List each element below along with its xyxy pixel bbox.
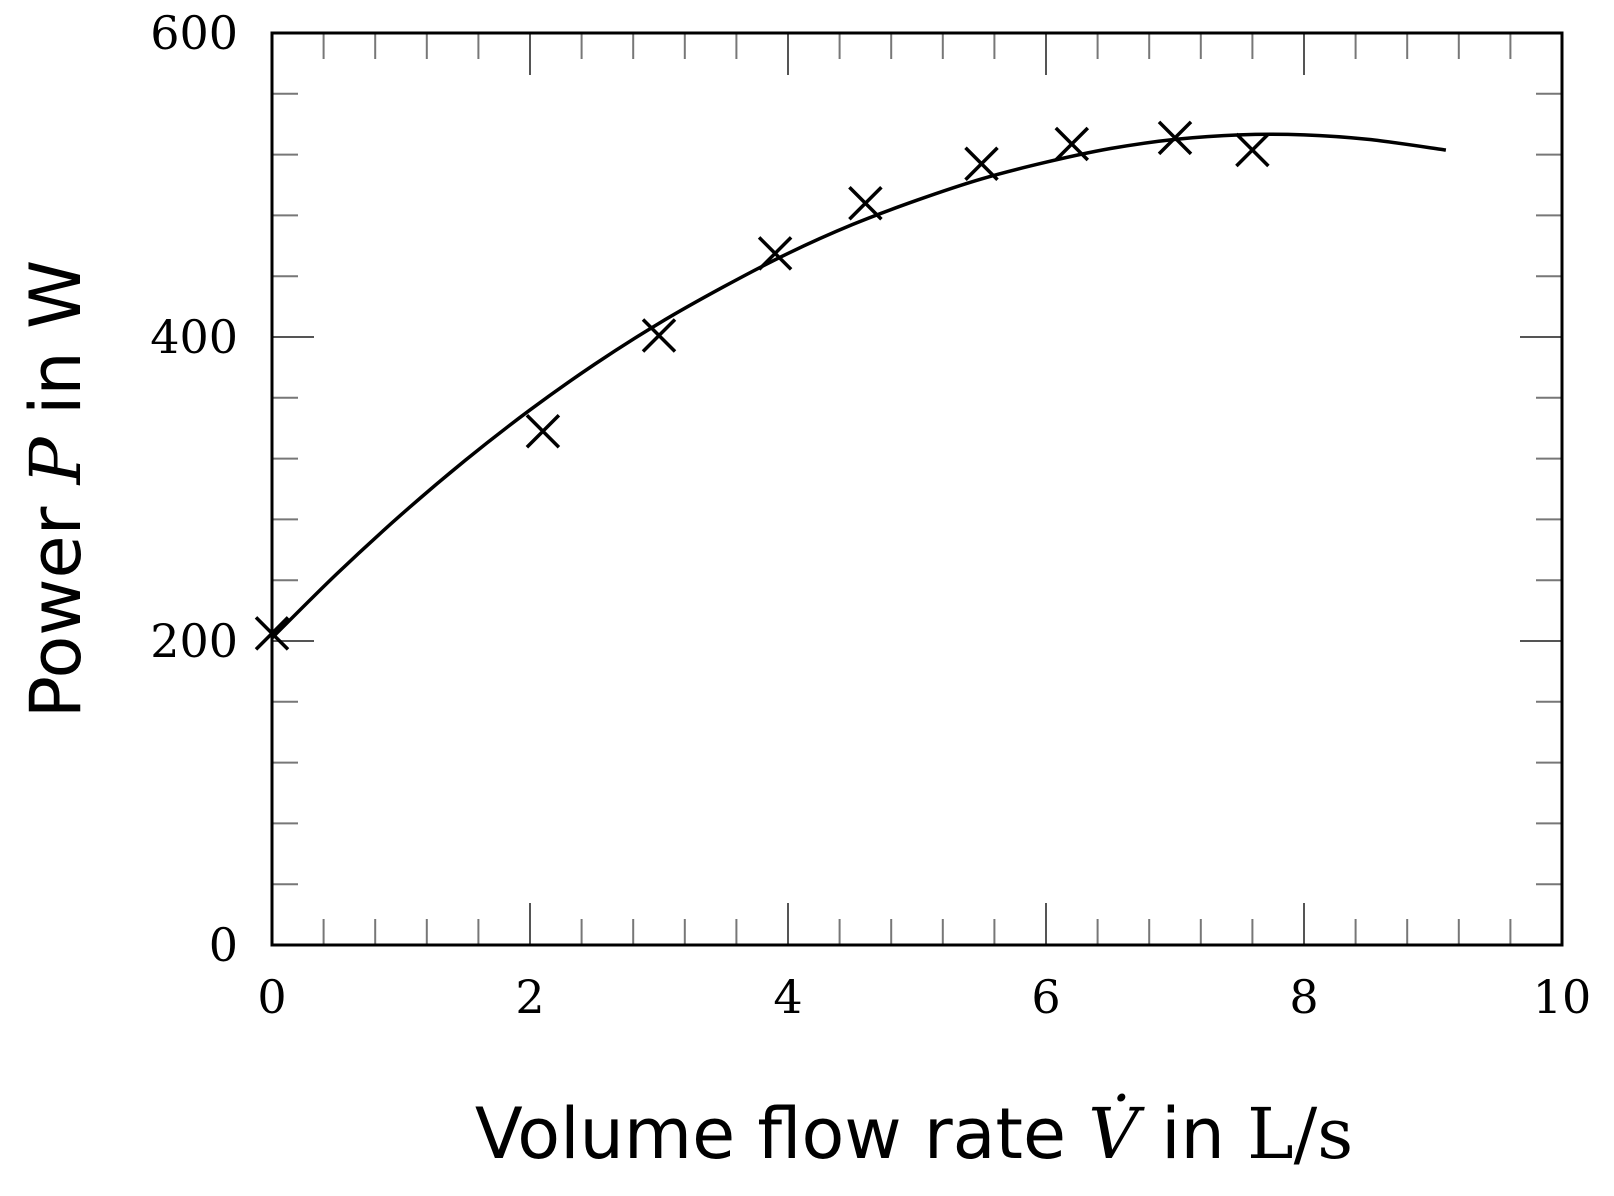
y-axis-label-symbol: P [15,435,97,486]
y-tick-labels: 0 200 400 600 [150,6,238,972]
data-point-cross [964,146,999,181]
data-point-cross [1157,120,1193,156]
data-point-cross [641,318,677,353]
x-axis-label-unit: L/s [1247,1093,1353,1175]
y-tick-label: 200 [150,614,238,668]
data-point-cross [1235,132,1270,168]
minor-ticks [272,33,1562,945]
y-tick-label: 600 [150,6,238,60]
data-points-layer [254,120,1270,651]
x-axis-label: Volume flow rate V̇ in L/s [475,1093,1353,1175]
data-point-cross [848,186,883,221]
x-tick-label: 2 [515,970,544,1024]
data-point-cross [525,414,561,449]
x-axis-label-prefix: Volume flow rate [475,1093,1088,1175]
y-axis-label-prefix: Power [15,484,97,718]
x-axis-label-middle: in [1139,1093,1247,1175]
y-axis-label-middle: in W [15,260,97,438]
data-point-cross [757,236,793,271]
x-axis-label-symbol: V̇ [1088,1093,1145,1175]
data-point-cross [254,616,290,651]
y-tick-label: 400 [150,310,238,364]
x-tick-label: 8 [1289,970,1318,1024]
data-point-cross [1054,126,1090,162]
y-tick-label: 0 [209,918,238,972]
y-axis-label: Power P in W [15,260,97,719]
x-tick-labels: 0 2 4 6 8 10 [257,970,1591,1024]
major-ticks [271,32,1563,946]
x-tick-label: 10 [1533,970,1592,1024]
plot-frame [270,31,1564,947]
x-tick-label: 0 [257,970,286,1024]
x-tick-label: 6 [1031,970,1060,1024]
x-tick-label: 4 [773,970,802,1024]
